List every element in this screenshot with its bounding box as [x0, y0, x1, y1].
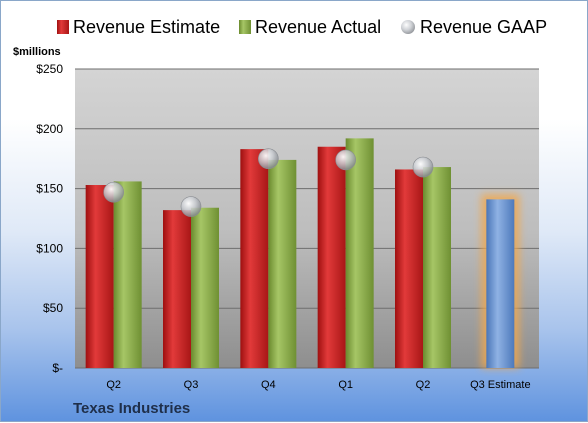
- bar-revenue-actual: [191, 207, 219, 368]
- bar-revenue-estimate: [317, 146, 346, 368]
- x-tick-label: Q3 Estimate: [470, 379, 531, 391]
- company-name: Texas Industries: [73, 400, 190, 417]
- bar-revenue-actual: [423, 167, 451, 368]
- y-tick-label: $-: [52, 361, 63, 375]
- bar-revenue-estimate: [163, 210, 191, 368]
- marker-revenue-gaap: [258, 148, 279, 169]
- bar-revenue-estimate: [85, 185, 114, 368]
- bar-revenue-actual: [268, 159, 297, 368]
- legend-label-actual: Revenue Actual: [255, 17, 381, 37]
- bar-revenue-actual: [113, 181, 142, 368]
- plot-area: [75, 69, 539, 368]
- legend-label-estimate: Revenue Estimate: [73, 17, 220, 37]
- x-tick-label: Q3: [184, 379, 199, 391]
- legend-swatch-estimate: [57, 20, 69, 34]
- legend-item-revenue-estimate: Revenue Estimate: [57, 17, 220, 37]
- bar-revenue-estimate: [395, 169, 423, 368]
- marker-revenue-gaap: [412, 156, 434, 178]
- x-axis-ticks: Q2 Q3 Q4 Q1 Q2 Q3 Estimate: [106, 379, 530, 391]
- legend-item-revenue-actual: Revenue Actual: [239, 17, 381, 37]
- y-tick-label: $50: [43, 301, 63, 315]
- gaap-markers: [103, 148, 434, 217]
- marker-revenue-gaap: [103, 181, 124, 203]
- bar-revenue-estimate: [240, 149, 269, 368]
- legend-item-revenue-gaap: Revenue GAAP: [401, 17, 547, 37]
- y-unit-label: $millions: [13, 46, 61, 58]
- x-tick-label: Q1: [338, 379, 353, 391]
- legend-label-gaap: Revenue GAAP: [420, 17, 547, 37]
- x-tick-label: Q4: [261, 379, 276, 391]
- legend-swatch-actual: [239, 20, 251, 34]
- bar-q3-estimate: [486, 199, 515, 368]
- x-tick-label: Q2: [106, 379, 121, 391]
- marker-revenue-gaap: [180, 196, 202, 217]
- x-tick-label: Q2: [416, 379, 431, 391]
- marker-revenue-gaap: [335, 149, 356, 171]
- bar-revenue-actual: [345, 138, 374, 368]
- legend: Revenue Estimate Revenue Actual Revenue …: [57, 17, 547, 37]
- y-tick-label: $250: [36, 62, 63, 76]
- y-tick-label: $200: [36, 122, 63, 136]
- gridlines: [75, 68, 539, 369]
- legend-swatch-gaap: [401, 20, 415, 34]
- y-tick-label: $150: [36, 182, 63, 196]
- y-axis-ticks: $- $50 $100 $150 $200 $250: [36, 62, 63, 375]
- bars: [85, 138, 520, 368]
- y-tick-label: $100: [36, 241, 63, 255]
